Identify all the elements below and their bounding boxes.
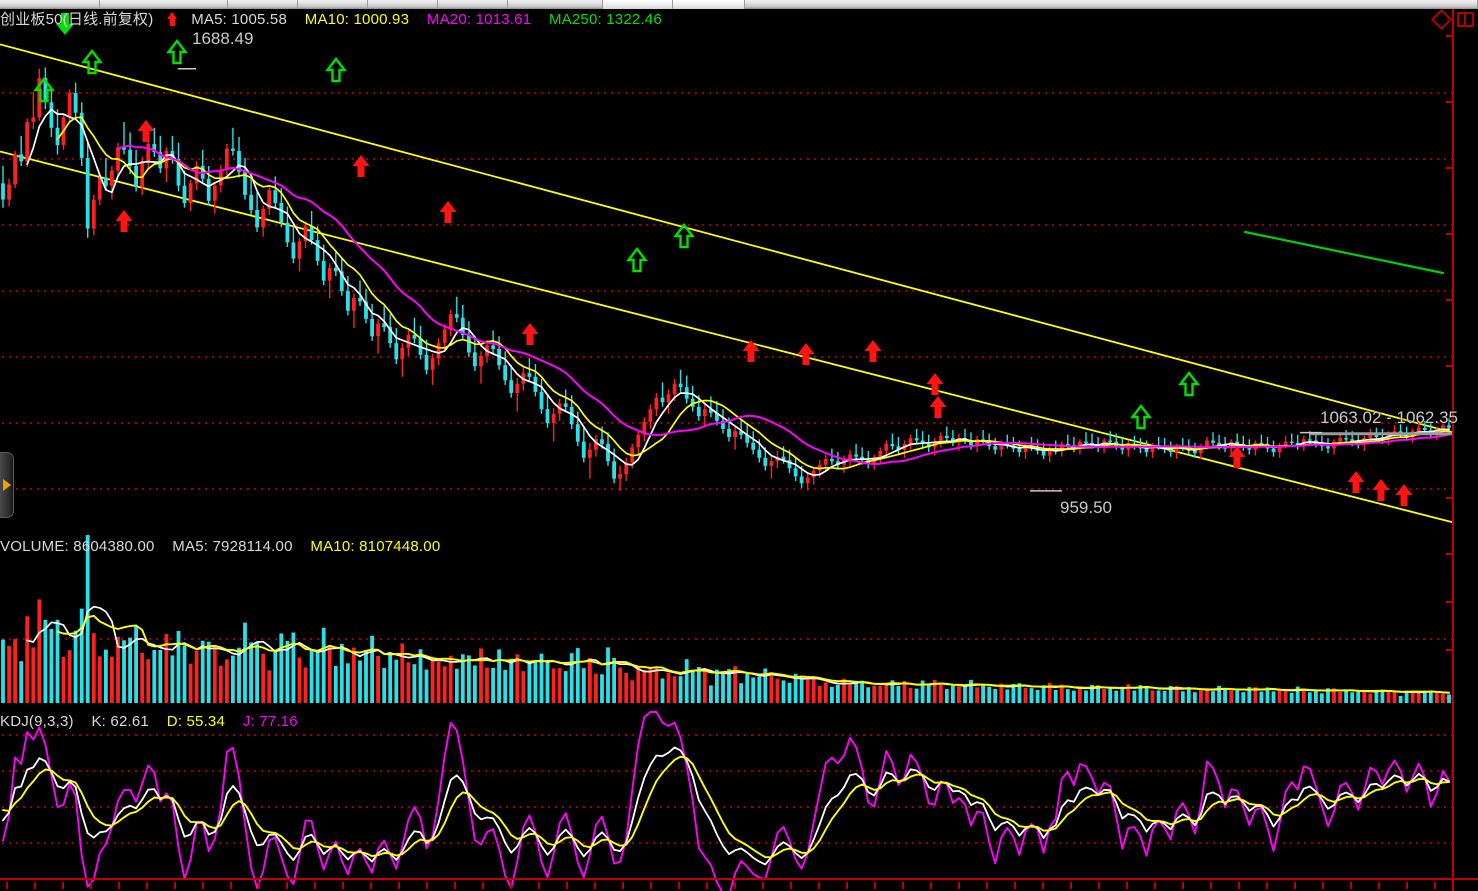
volume-chart-canvas xyxy=(1,535,1454,710)
sidebar-expand-handle[interactable] xyxy=(0,452,14,518)
window-split-icon[interactable] xyxy=(1457,12,1474,27)
window-toolbar-strip[interactable] xyxy=(0,0,1478,9)
period-high-label: 1688.49 xyxy=(192,29,254,48)
panel-controls[interactable] xyxy=(1430,8,1474,31)
price-chart-panel[interactable] xyxy=(0,9,1478,535)
toolbar-segment-7[interactable] xyxy=(603,0,673,9)
last-price-label: 1063.02 - 1062.35 xyxy=(1320,408,1459,427)
toolbar-segment-1[interactable] xyxy=(100,0,228,9)
toolbar-segment-0[interactable] xyxy=(0,0,100,9)
time-axis xyxy=(0,878,1478,880)
diamond-icon[interactable] xyxy=(1430,8,1453,31)
toolbar-segment-2[interactable] xyxy=(228,0,298,9)
volume-chart-panel[interactable] xyxy=(0,535,1478,710)
kdj-chart-panel[interactable] xyxy=(0,710,1478,891)
right-triangle-icon xyxy=(2,479,11,491)
toolbar-segment-rest[interactable] xyxy=(745,0,1478,9)
price-chart-canvas xyxy=(0,9,1454,535)
toolbar-segment-6[interactable] xyxy=(508,0,603,9)
sell-signal-marker-icon xyxy=(56,13,74,35)
toolbar-segment-3[interactable] xyxy=(298,0,368,9)
kdj-chart-canvas xyxy=(2,710,1454,891)
period-low-label: 959.50 xyxy=(1060,498,1112,517)
toolbar-segment-5[interactable] xyxy=(438,0,508,9)
toolbar-segment-8[interactable] xyxy=(673,0,745,9)
toolbar-segment-4[interactable] xyxy=(368,0,438,9)
